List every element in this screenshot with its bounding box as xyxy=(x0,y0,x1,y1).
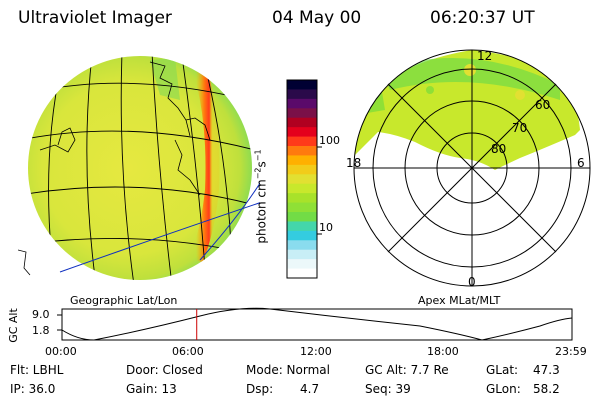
colorbar-segment xyxy=(287,155,317,166)
timeline-xtick-1200: 12:00 xyxy=(300,345,332,358)
timeline-ytick-9: 9.0 xyxy=(32,308,50,321)
colorbar-unit-label: photon cm−2s−1 xyxy=(253,149,269,244)
info-gc-alt: GC Alt: 7.7 Re xyxy=(365,363,449,377)
colorbar-segment xyxy=(287,146,317,156)
info-glon-value: 58.2 xyxy=(533,382,560,396)
colorbar-segment xyxy=(287,240,317,251)
mlt-label-12: 12 xyxy=(477,49,492,63)
colorbar-segment xyxy=(287,230,317,241)
info-dsp-label: Dsp: xyxy=(246,382,274,396)
globe-image xyxy=(18,56,260,280)
colorbar-segment xyxy=(287,108,317,119)
colorbar-segment xyxy=(287,221,317,232)
colorbar-segment xyxy=(287,136,317,147)
timeline-ytick-1: 1.8 xyxy=(32,324,50,337)
colorbar-segment xyxy=(287,117,317,128)
timeline-y-axis-label: GC Alt xyxy=(6,308,20,343)
mlt-label-6: 6 xyxy=(577,156,585,170)
colorbar-segment xyxy=(287,127,317,138)
time-label: 06:20:37 UT xyxy=(430,8,535,28)
info-door: Door: Closed xyxy=(126,363,203,377)
colorbar-tick-label: 10 xyxy=(319,221,333,234)
colorbar-segment xyxy=(287,212,317,222)
colorbar-segment xyxy=(287,80,317,90)
mlat-label-70: 70 xyxy=(512,121,527,135)
info-filter: Flt: LBHL xyxy=(10,363,64,377)
color-scale-ticks: 100 10 xyxy=(317,134,340,235)
color-scale-bar xyxy=(286,79,318,279)
colorbar-segment xyxy=(287,249,317,260)
colorbar-segment xyxy=(287,259,317,270)
date-label: 04 May 00 xyxy=(272,8,362,28)
info-gain: Gain: 13 xyxy=(126,382,177,396)
timeline-xtick-0600: 06:00 xyxy=(172,345,204,358)
right-panel-label: Apex MLat/MLT xyxy=(418,294,501,307)
timeline-xtick-1800: 18:00 xyxy=(427,345,459,358)
colorbar-segment xyxy=(287,89,317,100)
info-glat-value: 47.3 xyxy=(533,363,560,377)
colorbar-segment xyxy=(287,202,317,213)
timeline-xtick-0000: 00:00 xyxy=(45,345,77,358)
colorbar-segment xyxy=(287,268,317,279)
colorbar-segment xyxy=(287,164,317,175)
mlat-label-60: 60 xyxy=(535,98,550,112)
info-ip: IP: 36.0 xyxy=(10,382,56,396)
info-glon-label: GLon: xyxy=(486,382,521,396)
polar-image: 12 18 6 0 60 70 80 xyxy=(346,49,591,289)
colorbar-tick-label: 100 xyxy=(319,134,340,147)
colorbar-segment xyxy=(287,98,317,109)
colorbar-frame xyxy=(286,79,318,279)
timeline-xtick-2359: 23:59 xyxy=(555,345,587,358)
info-seq: Seq: 39 xyxy=(365,382,411,396)
orbit-altitude-plot xyxy=(57,307,573,341)
instrument-title: Ultraviolet Imager xyxy=(18,8,172,28)
mlat-label-80: 80 xyxy=(491,142,506,156)
mlt-label-18: 18 xyxy=(346,156,361,170)
info-glat-label: GLat: xyxy=(486,363,519,377)
colorbar-segment xyxy=(287,193,317,204)
mlt-label-0: 0 xyxy=(468,275,476,289)
info-dsp-value: 4.7 xyxy=(300,382,320,396)
left-panel-label: Geographic Lat/Lon xyxy=(70,294,178,307)
info-mode: Mode: Normal xyxy=(246,363,330,377)
colorbar-segment xyxy=(287,183,317,194)
colorbar-segment xyxy=(287,174,317,185)
